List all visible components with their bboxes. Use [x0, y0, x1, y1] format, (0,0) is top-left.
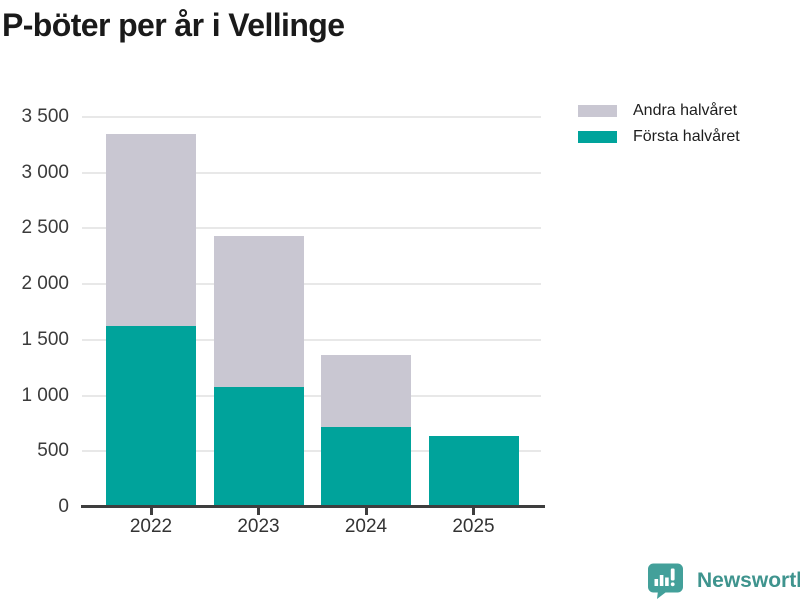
gridline	[82, 227, 541, 230]
x-axis-label: 2022	[129, 516, 173, 537]
y-axis-label: 1 000	[21, 384, 69, 406]
x-axis-label: 2025	[452, 516, 495, 537]
bar-segment-forsta-2025	[428, 435, 519, 507]
gridline	[82, 116, 541, 118]
gridline	[82, 283, 541, 286]
legend-item-andra: Andra halvåret	[578, 98, 740, 124]
legend-swatch-andra	[578, 105, 617, 117]
gridline	[82, 394, 541, 397]
bar-segment-andra-2024	[321, 355, 411, 427]
legend-item-forsta: Första halvåret	[578, 124, 740, 150]
x-axis-label: 2023	[237, 516, 280, 537]
bar-segment-forsta-2022	[106, 326, 196, 507]
bar-segment-andra-2022	[106, 133, 196, 327]
y-axis-label: 3 500	[21, 106, 69, 127]
y-axis-label: 0	[58, 496, 69, 517]
x-axis-tick	[149, 508, 153, 515]
y-axis-label: 2 000	[21, 273, 69, 295]
chart-title: P-böter per år i Vellinge	[2, 7, 345, 43]
x-axis-line	[81, 505, 545, 508]
legend-label-forsta: Första halvåret	[633, 128, 740, 145]
bar-segment-andra-2023	[213, 236, 304, 387]
x-axis-tick	[472, 508, 475, 515]
brand-footer: Newsworthy	[647, 563, 800, 599]
y-axis-label: 3 000	[21, 161, 69, 183]
bar-segment-forsta-2023	[213, 386, 304, 507]
legend-swatch-forsta	[578, 131, 617, 143]
gridline	[82, 171, 541, 174]
x-axis-tick	[257, 508, 260, 515]
brand-name: Newsworthy	[697, 569, 800, 592]
y-axis-label: 500	[37, 440, 69, 462]
gridline	[82, 450, 541, 453]
gridline	[82, 338, 541, 341]
legend-label-andra: Andra halvåret	[633, 102, 738, 119]
newsworthy-logo-icon	[648, 563, 683, 599]
x-axis-label: 2024	[344, 516, 388, 537]
bar-segment-forsta-2024	[321, 426, 411, 507]
y-axis-label: 2 500	[21, 217, 69, 239]
x-axis-tick	[364, 508, 368, 515]
legend: Andra halvåret Första halvåret	[578, 98, 740, 150]
y-axis-label: 1 500	[21, 328, 69, 350]
